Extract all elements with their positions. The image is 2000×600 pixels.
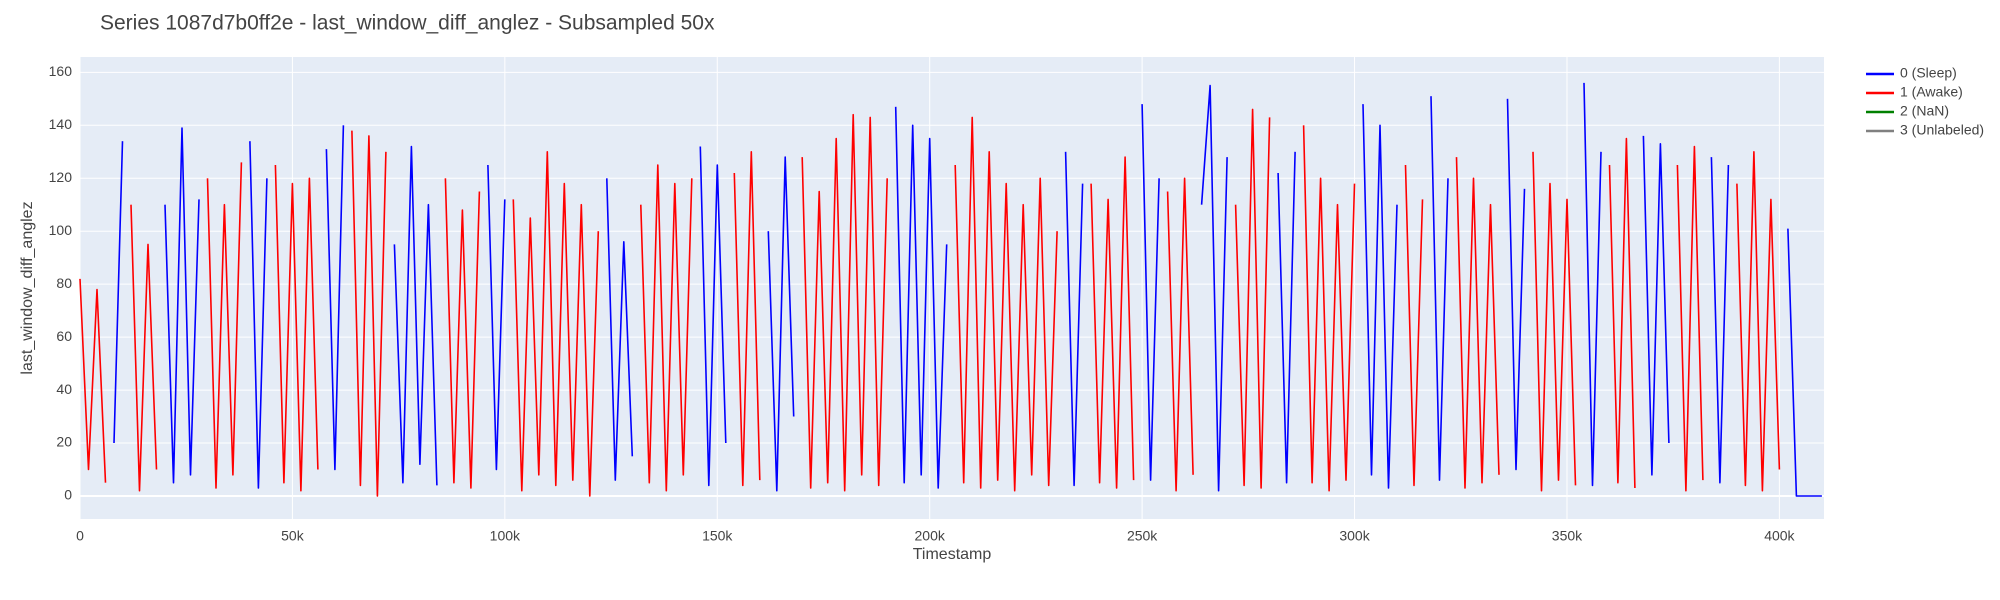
plot-area — [80, 57, 1824, 519]
x-tick-label: 400k — [1764, 528, 1795, 544]
x-tick-label: 350k — [1552, 528, 1583, 544]
x-tick-label: 0 — [76, 528, 84, 544]
x-tick-label: 250k — [1127, 528, 1158, 544]
x-tick-label: 50k — [281, 528, 305, 544]
x-tick-label: 300k — [1339, 528, 1370, 544]
y-axis-title: last_window_diff_anglez — [19, 201, 36, 374]
y-tick-label: 100 — [49, 222, 73, 238]
y-tick-label: 140 — [49, 116, 73, 132]
chart-title: Series 1087d7b0ff2e - last_window_diff_a… — [100, 12, 715, 35]
line — [79, 108, 1781, 497]
y-tick-label: 20 — [56, 434, 72, 450]
legend-label: 1 (Awake) — [1900, 84, 1963, 100]
y-tick-label: 0 — [64, 487, 72, 503]
y-tick-label: 40 — [56, 381, 72, 397]
y-tick-label: 60 — [56, 328, 72, 344]
x-tick-label: 150k — [702, 528, 733, 544]
x-tick-label: 100k — [490, 528, 521, 544]
legend-label: 3 (Unlabeled) — [1900, 122, 1984, 138]
x-tick-label: 200k — [915, 528, 946, 544]
legend-label: 2 (NaN) — [1900, 103, 1949, 119]
legend-label: 0 (Sleep) — [1900, 65, 1957, 81]
y-tick-label: 120 — [49, 169, 73, 185]
y-tick-label: 80 — [56, 275, 72, 291]
line — [113, 82, 1822, 497]
x-axis-title: Timestamp — [913, 546, 992, 563]
y-tick-label: 160 — [49, 63, 73, 79]
